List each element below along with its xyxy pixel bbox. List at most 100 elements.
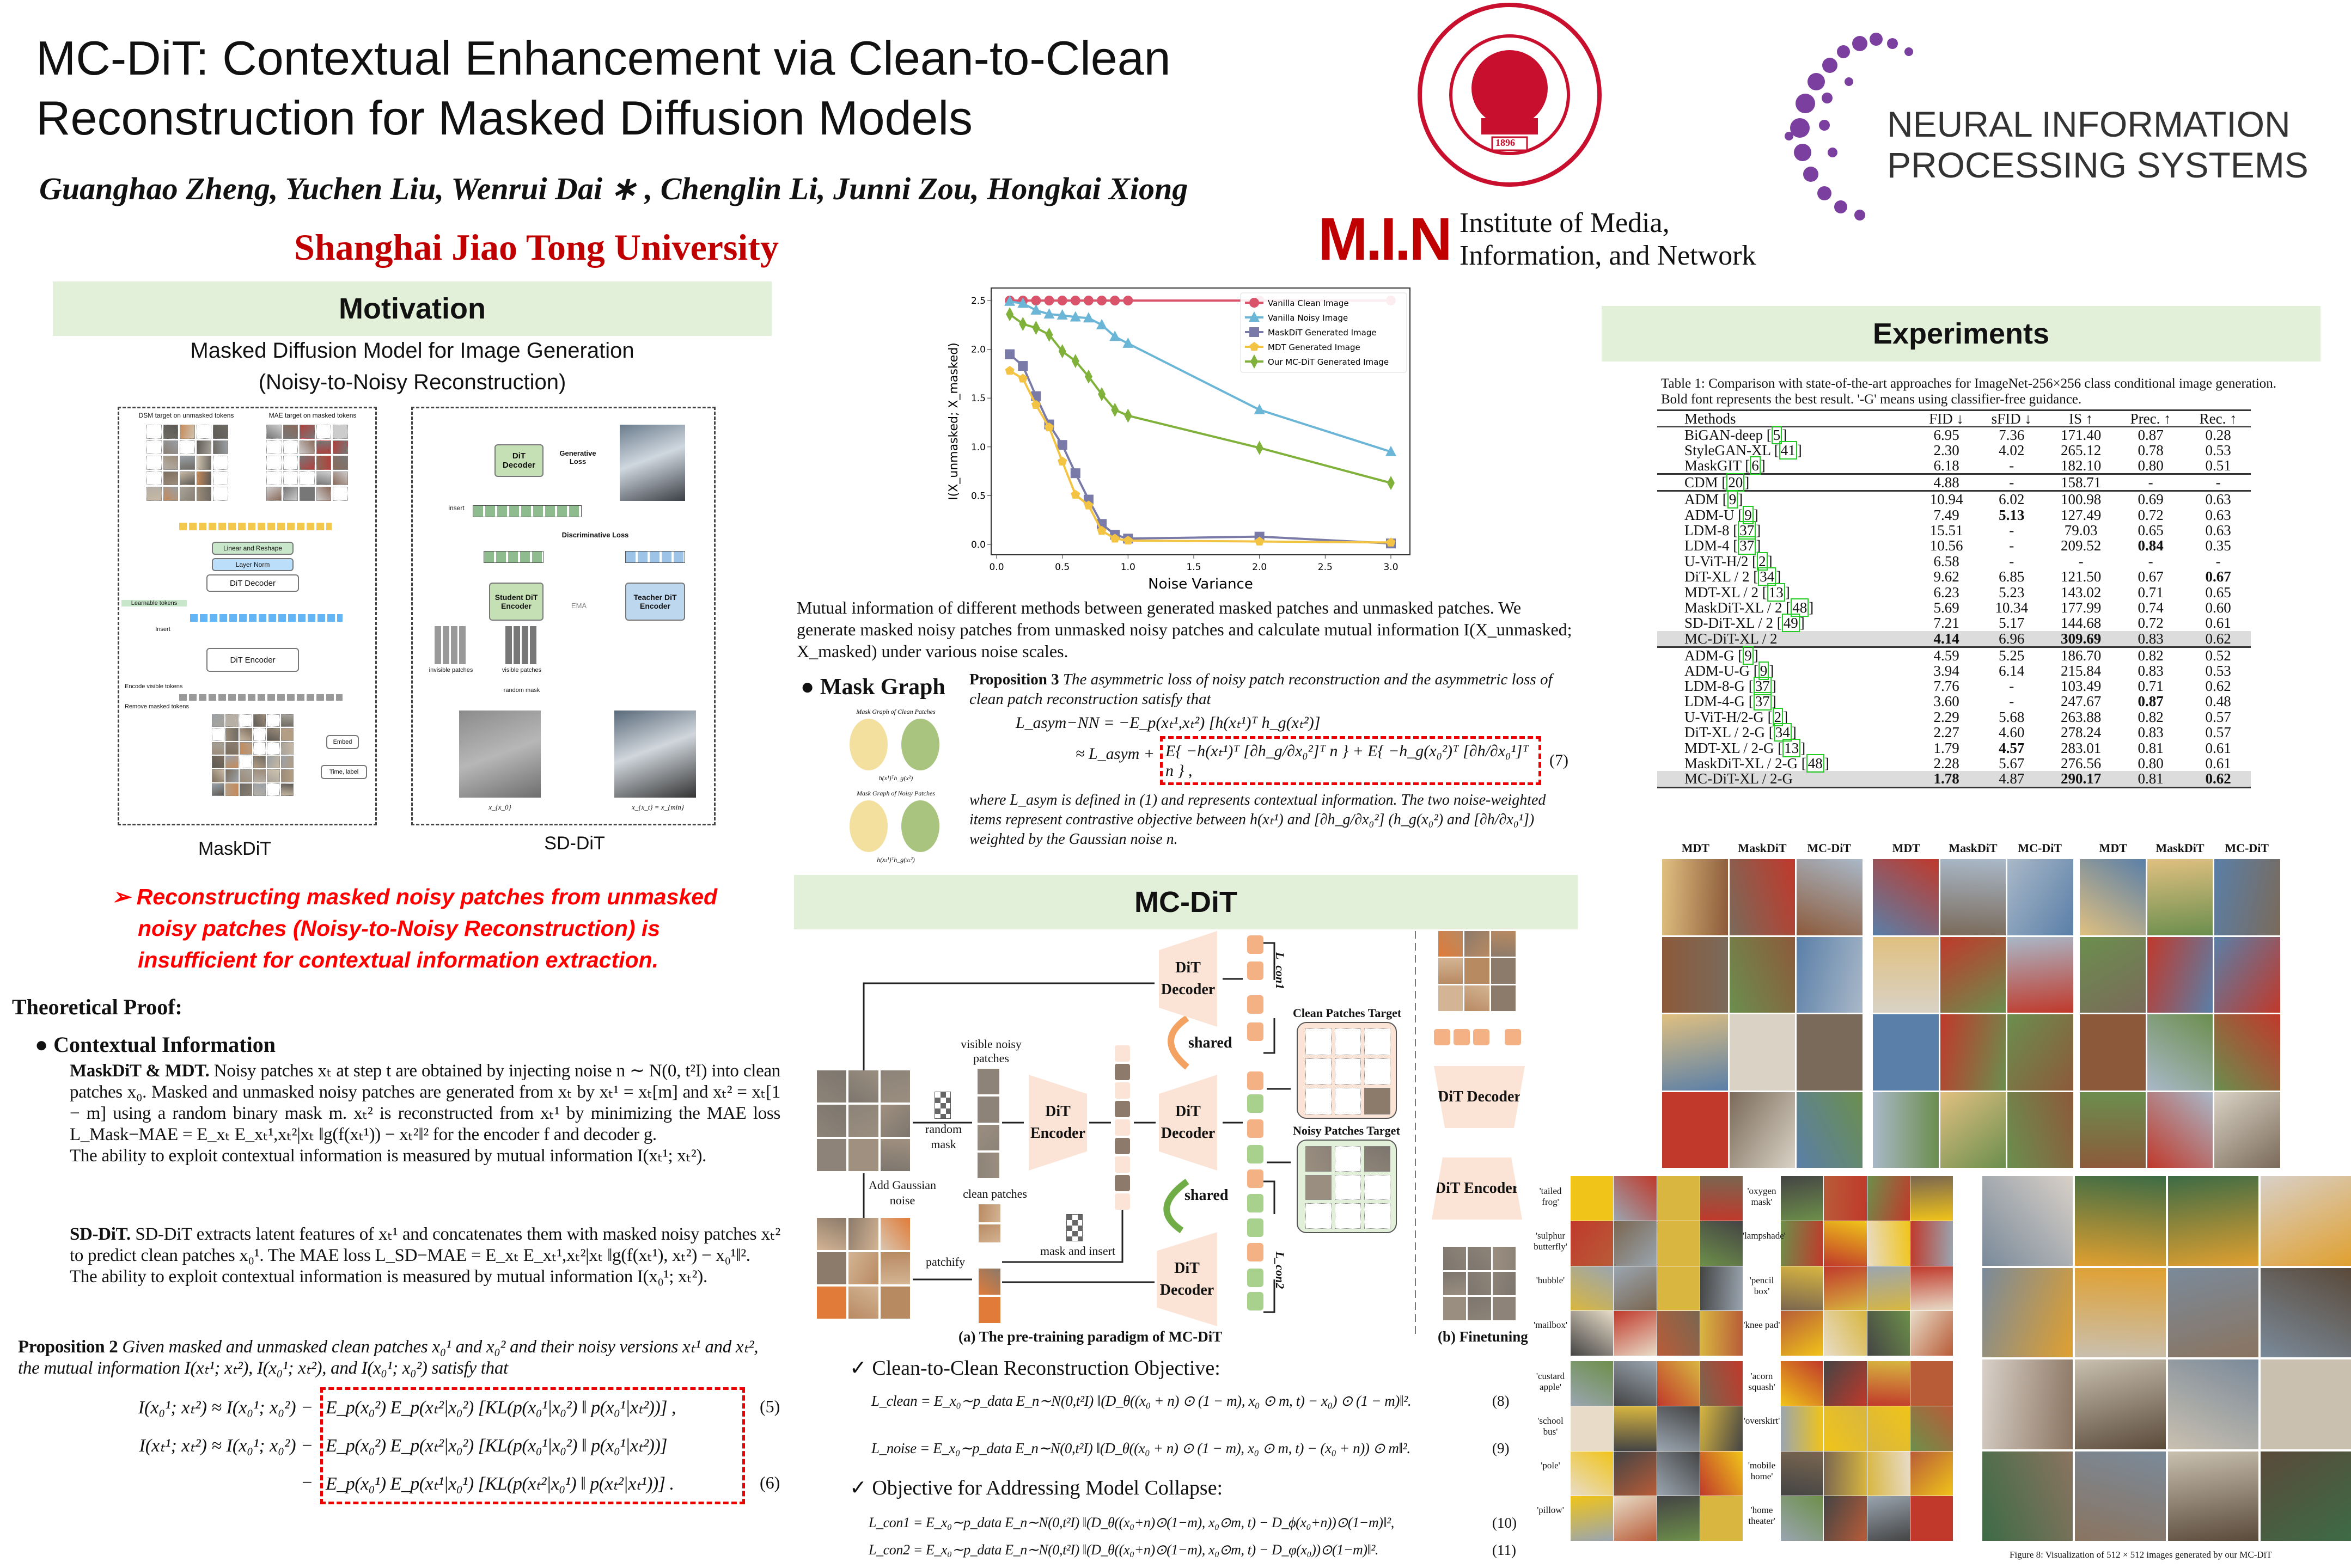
- method-name: ADM-G: [1684, 647, 1735, 664]
- table-row: LDM-8 [37] 15.51 - 79.03 0.65 0.63: [1657, 520, 2251, 540]
- metric-cell: 1.79: [1933, 739, 1959, 756]
- image-tile: [1910, 1266, 1953, 1311]
- metric-cell: 0.61: [2205, 755, 2231, 772]
- citation-link[interactable]: 6: [1750, 456, 1761, 475]
- citation-link[interactable]: 49: [1781, 614, 1800, 633]
- image-tile: [266, 425, 282, 439]
- image-tile: [1873, 859, 1939, 935]
- citation-link[interactable]: 37: [1753, 677, 1772, 696]
- image-tile: [2214, 936, 2280, 1013]
- y-tick-label: 1.5: [971, 393, 986, 404]
- image-tile: [1824, 1176, 1867, 1221]
- sample-grid: [1571, 1361, 1743, 1541]
- maskdit-label: DSM target on unmasked tokens: [138, 412, 234, 419]
- citation-link[interactable]: 48: [1806, 754, 1824, 773]
- citation-link[interactable]: 13: [1767, 583, 1785, 602]
- metric-cell: 215.84: [2061, 662, 2102, 679]
- metric-cell: 0.78: [2138, 442, 2164, 459]
- random-mask-icon: [935, 1092, 951, 1119]
- highlight-line: insufficient for contextual information …: [138, 947, 659, 972]
- token: [1115, 1175, 1130, 1191]
- motivation-highlight: ➢ Reconstructing masked noisy patches fr…: [112, 881, 781, 976]
- data-point: [1386, 537, 1396, 547]
- image-tile: [1571, 1496, 1614, 1541]
- class-label: 'lampshade': [1743, 1230, 1786, 1241]
- image-tile: [1364, 1146, 1390, 1172]
- citation-link[interactable]: 9: [1758, 661, 1769, 680]
- image-tile: [212, 756, 225, 769]
- citation-link[interactable]: 5: [1771, 426, 1782, 444]
- table-row: MaskDiT-XL / 2-G [48] 2.28 5.67 276.56 0.80 0…: [1657, 754, 2251, 773]
- mask-insert-icon: [1066, 1214, 1083, 1241]
- add-noise-label: Add Gaussian noise: [868, 1178, 937, 1207]
- image-tile: [979, 1269, 1000, 1295]
- token: [1115, 1101, 1130, 1117]
- table-row: DiT-XL / 2-G [34] 2.27 4.60 278.24 0.83 0.57: [1657, 723, 2251, 742]
- image-tile: [196, 456, 212, 470]
- motivation-subtitle-2: (Noisy-to-Noisy Reconstruction): [258, 370, 566, 394]
- citation-link[interactable]: 48: [1791, 598, 1809, 617]
- table-row: MC-DiT-XL / 2-G 1.78 4.87 290.17 0.81 0.62: [1657, 771, 2251, 787]
- citation-link[interactable]: 20: [1726, 473, 1745, 492]
- metric-cell: 10.94: [1916, 490, 1977, 507]
- image-tile: [239, 714, 252, 727]
- image-tile: [213, 487, 228, 501]
- sjtu-year: 1896: [1495, 137, 1515, 148]
- citation-link[interactable]: 37: [1738, 536, 1756, 555]
- citation-link[interactable]: 34: [1773, 723, 1792, 742]
- metric-cell: 0.67: [2205, 568, 2231, 585]
- class-label: 'pole': [1541, 1460, 1560, 1471]
- data-point: [1084, 369, 1092, 384]
- image-tile: [1729, 936, 1796, 1013]
- method-cell: ADM-G [9]: [1657, 646, 1916, 665]
- data-point: [1045, 327, 1053, 342]
- citation-link[interactable]: 9: [1743, 646, 1754, 665]
- image-tile: [267, 714, 280, 727]
- citation-link[interactable]: 34: [1758, 567, 1776, 586]
- citation-link[interactable]: 2: [1772, 707, 1784, 726]
- image-tile: [2075, 1359, 2166, 1449]
- poster-title: MC-DiT: Contextual Enhancement via Clean…: [36, 28, 1397, 148]
- image-tile: [2080, 859, 2146, 935]
- image-tile: [2260, 1267, 2351, 1357]
- citation-link[interactable]: 13: [1782, 738, 1801, 757]
- image-tile: [1364, 1174, 1390, 1200]
- metric-cell: 278.24: [2061, 724, 2102, 741]
- image-tile: [280, 714, 294, 727]
- comparison-header: MaskDiT: [1949, 841, 1998, 855]
- metric-cell: 0.62: [2205, 678, 2231, 695]
- image-tile: [1491, 931, 1516, 957]
- metric-cell: 0.81: [2138, 739, 2164, 756]
- citation-link[interactable]: 41: [1779, 441, 1797, 460]
- image-tile: [1797, 859, 1863, 935]
- class-label: 'school bus': [1537, 1416, 1564, 1437]
- class-label: 'sulphur butterfly': [1534, 1230, 1567, 1252]
- image-tile: [212, 769, 225, 782]
- citation-link[interactable]: 37: [1753, 692, 1772, 711]
- metric-cell: 0.61: [2205, 615, 2231, 632]
- image-tile: [1910, 1361, 1953, 1406]
- metric-cell: 0.83: [2138, 724, 2164, 741]
- comparison-grid: [1662, 859, 1863, 1168]
- metric-cell: 0.69: [2115, 490, 2186, 507]
- image-tile: [267, 742, 280, 755]
- image-tile: [1492, 1247, 1516, 1270]
- data-point: [1123, 296, 1133, 305]
- image-tile: [253, 742, 266, 755]
- class-label: 'acorn squash': [1748, 1371, 1775, 1392]
- image-tile: [180, 456, 195, 470]
- citation-link[interactable]: 9: [1727, 490, 1738, 509]
- data-point: [1017, 297, 1029, 308]
- image-tile: [267, 756, 280, 769]
- image-tile: [1700, 1361, 1743, 1406]
- proposition-2: Proposition 2 Given masked and unmasked …: [18, 1337, 778, 1379]
- image-tile: [848, 1070, 878, 1102]
- metric-cell: 2.30: [1933, 442, 1959, 459]
- image-tile: [1867, 1496, 1910, 1541]
- metric-cell: 7.49: [1933, 506, 1959, 523]
- image-tile: [1982, 1176, 2073, 1266]
- citation-link[interactable]: 2: [1757, 552, 1768, 571]
- citation-link[interactable]: 37: [1738, 520, 1756, 540]
- legend-box: [1240, 292, 1407, 373]
- citation-link[interactable]: 9: [1743, 505, 1754, 524]
